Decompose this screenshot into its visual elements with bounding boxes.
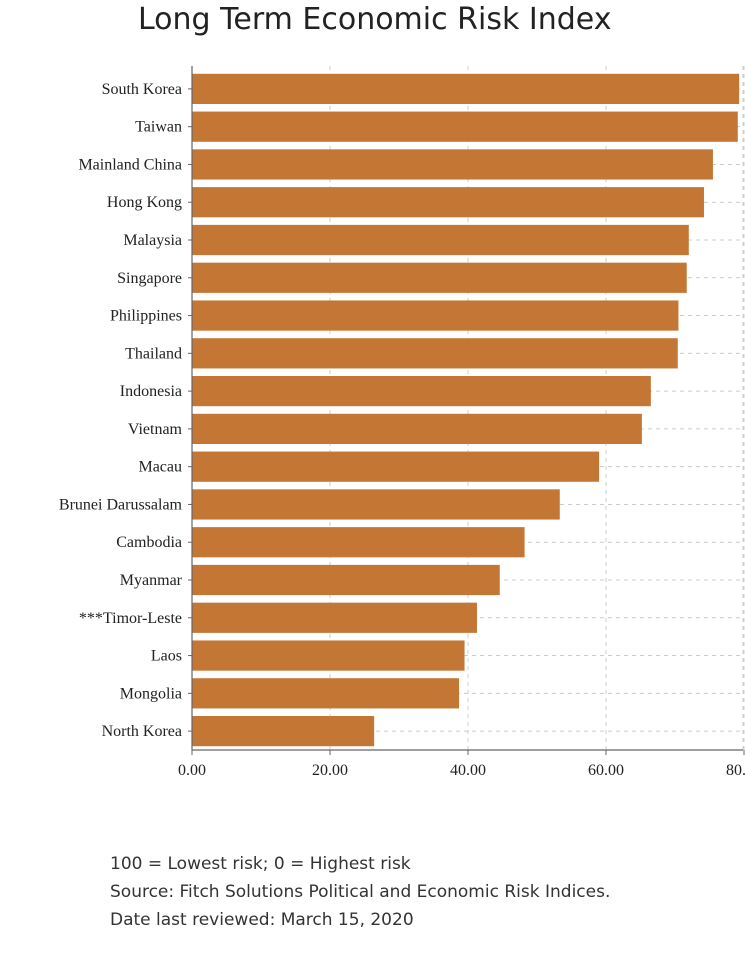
x-tick-label: 40.00	[450, 762, 486, 779]
note-source: Source: Fitch Solutions Political and Ec…	[110, 882, 611, 902]
x-tick-label: 0.00	[178, 762, 206, 779]
x-tick-label: 60.00	[588, 762, 624, 779]
bar	[192, 640, 465, 671]
category-label: Mongolia	[120, 685, 182, 702]
bar	[192, 564, 500, 596]
category-label: Cambodia	[116, 534, 182, 551]
x-tick-label: 80.00	[726, 762, 745, 779]
chart-notes: 100 = Lowest risk; 0 = Highest risk Sour…	[110, 850, 730, 934]
bar	[192, 451, 600, 482]
category-label: ***Timor-Leste	[79, 610, 182, 627]
category-label: South Korea	[102, 81, 182, 98]
category-label: Philippines	[110, 308, 182, 325]
bar	[192, 73, 740, 104]
category-label: Myanmar	[120, 572, 183, 589]
category-label: Mainland China	[78, 156, 182, 173]
category-label: Laos	[151, 648, 182, 665]
axes	[188, 66, 745, 755]
bar	[192, 187, 704, 218]
category-label: Hong Kong	[107, 194, 182, 211]
note-scale: 100 = Lowest risk; 0 = Highest risk	[110, 854, 411, 874]
bar	[192, 413, 642, 444]
bar	[192, 300, 679, 331]
category-label: Singapore	[117, 270, 182, 287]
bar	[192, 111, 738, 142]
category-label: North Korea	[102, 723, 182, 740]
bar	[192, 149, 713, 180]
bar	[192, 338, 678, 369]
bar	[192, 602, 477, 633]
bar	[192, 262, 687, 293]
category-label: Vietnam	[128, 421, 183, 438]
category-label: Macau	[138, 459, 182, 476]
bar	[192, 224, 689, 256]
bar	[192, 716, 375, 747]
chart-title: Long Term Economic Risk Index	[138, 2, 612, 37]
category-labels: South Korea Taiwan Mainland China Hong Kong…	[59, 81, 183, 740]
bar	[192, 527, 525, 558]
bars	[192, 73, 740, 747]
x-tick-label: 20.00	[312, 762, 348, 779]
category-label: Indonesia	[120, 383, 182, 400]
bar-chart: South Korea Taiwan Mainland China Hong Kong…	[59, 66, 745, 779]
note-date: Date last reviewed: March 15, 2020	[110, 910, 414, 930]
category-label: Thailand	[125, 345, 182, 362]
category-label: Taiwan	[135, 119, 182, 136]
category-label: Brunei Darussalam	[59, 496, 183, 513]
bar	[192, 489, 560, 520]
category-label: Malaysia	[123, 232, 182, 249]
bar	[192, 678, 460, 709]
tick-labels: 0.00 20.00 40.00 60.00 80.00	[178, 762, 745, 779]
bar	[192, 376, 651, 407]
